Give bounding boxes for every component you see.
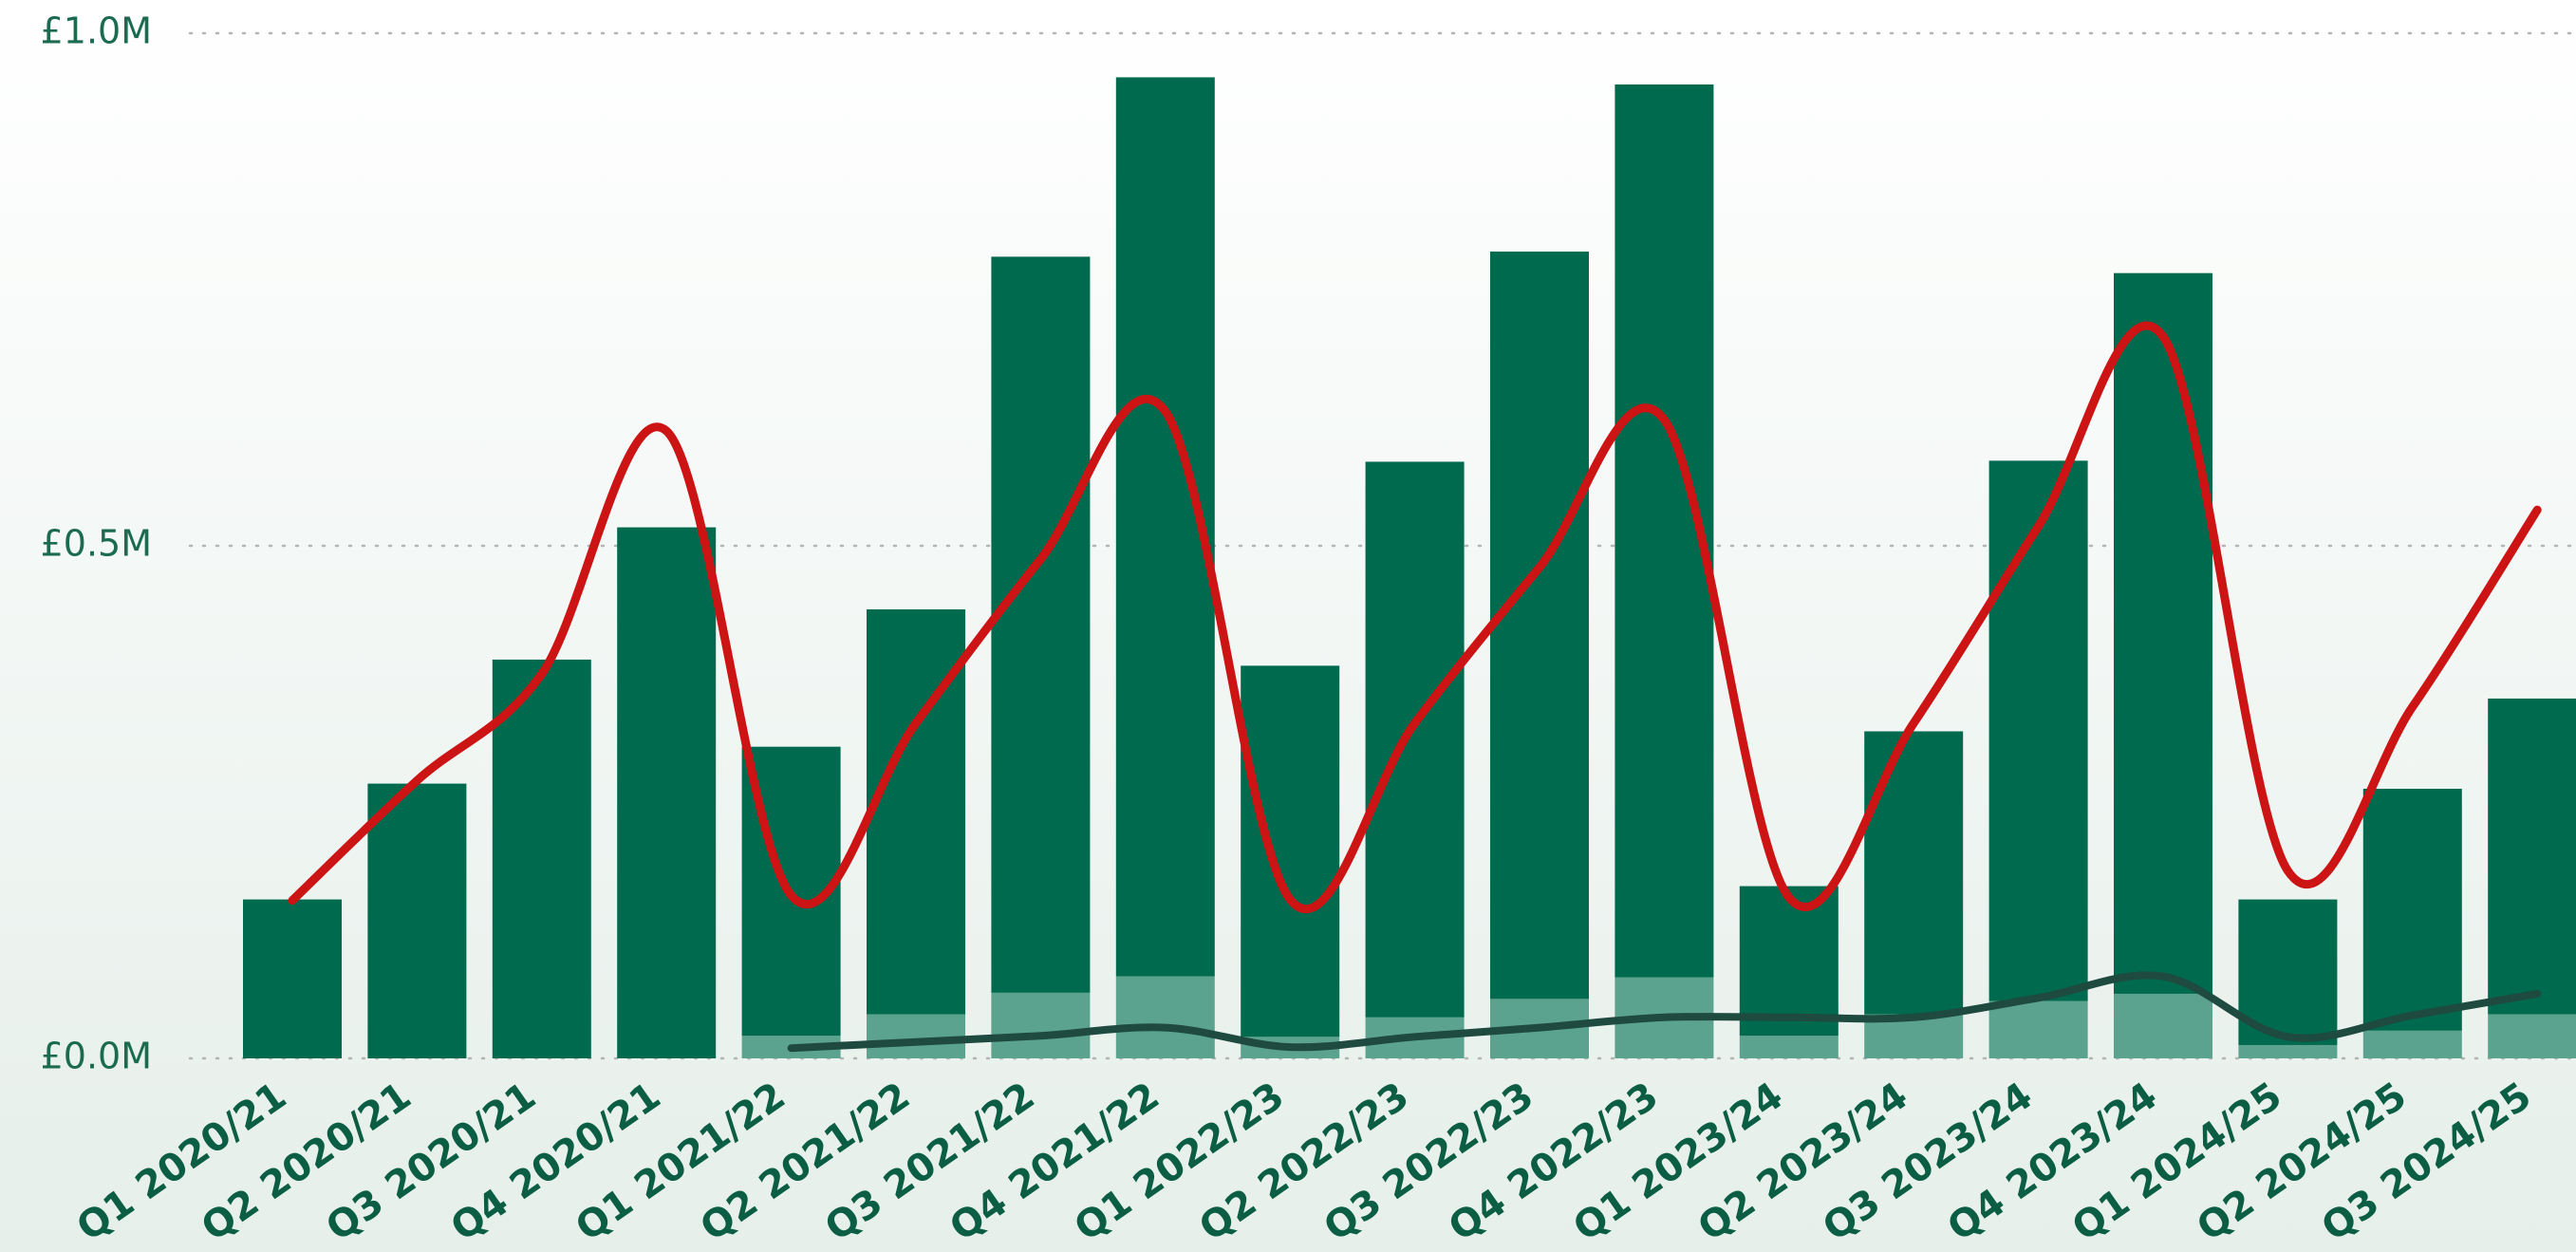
bar-segment	[991, 256, 1091, 993]
bar-segment	[2362, 1030, 2462, 1058]
bar-segment	[1490, 252, 1589, 1000]
bar-segment	[1739, 886, 1839, 1037]
bar-segment	[2488, 698, 2576, 1015]
y-tick-label: £0.0M	[41, 1036, 152, 1077]
bar-segment	[1988, 460, 2088, 1001]
bar-segment	[2238, 1044, 2338, 1058]
bar-segment	[492, 659, 591, 1058]
line-series	[288, 321, 2542, 913]
bar-segment	[2362, 788, 2462, 1031]
y-tick-label: £0.5M	[41, 523, 152, 565]
bar-segment	[2488, 1014, 2576, 1058]
bar-segment	[2114, 993, 2212, 1058]
bar-segment	[1739, 1036, 1839, 1058]
bar-segment	[243, 899, 342, 1058]
y-tick-label: £1.0M	[41, 10, 152, 52]
bar-segment	[991, 992, 1091, 1058]
bar-segment	[1241, 665, 1340, 1037]
bar-segment	[867, 1014, 965, 1058]
bar-segment	[1115, 976, 1215, 1058]
line-series	[787, 971, 2542, 1053]
bar-segment	[367, 783, 467, 1058]
bar-segment	[1864, 731, 1964, 1015]
bar-segment	[1988, 1000, 2088, 1058]
bar-segment	[2114, 272, 2212, 994]
bar-segment	[617, 527, 717, 1058]
bar-segment	[1365, 461, 1465, 1018]
